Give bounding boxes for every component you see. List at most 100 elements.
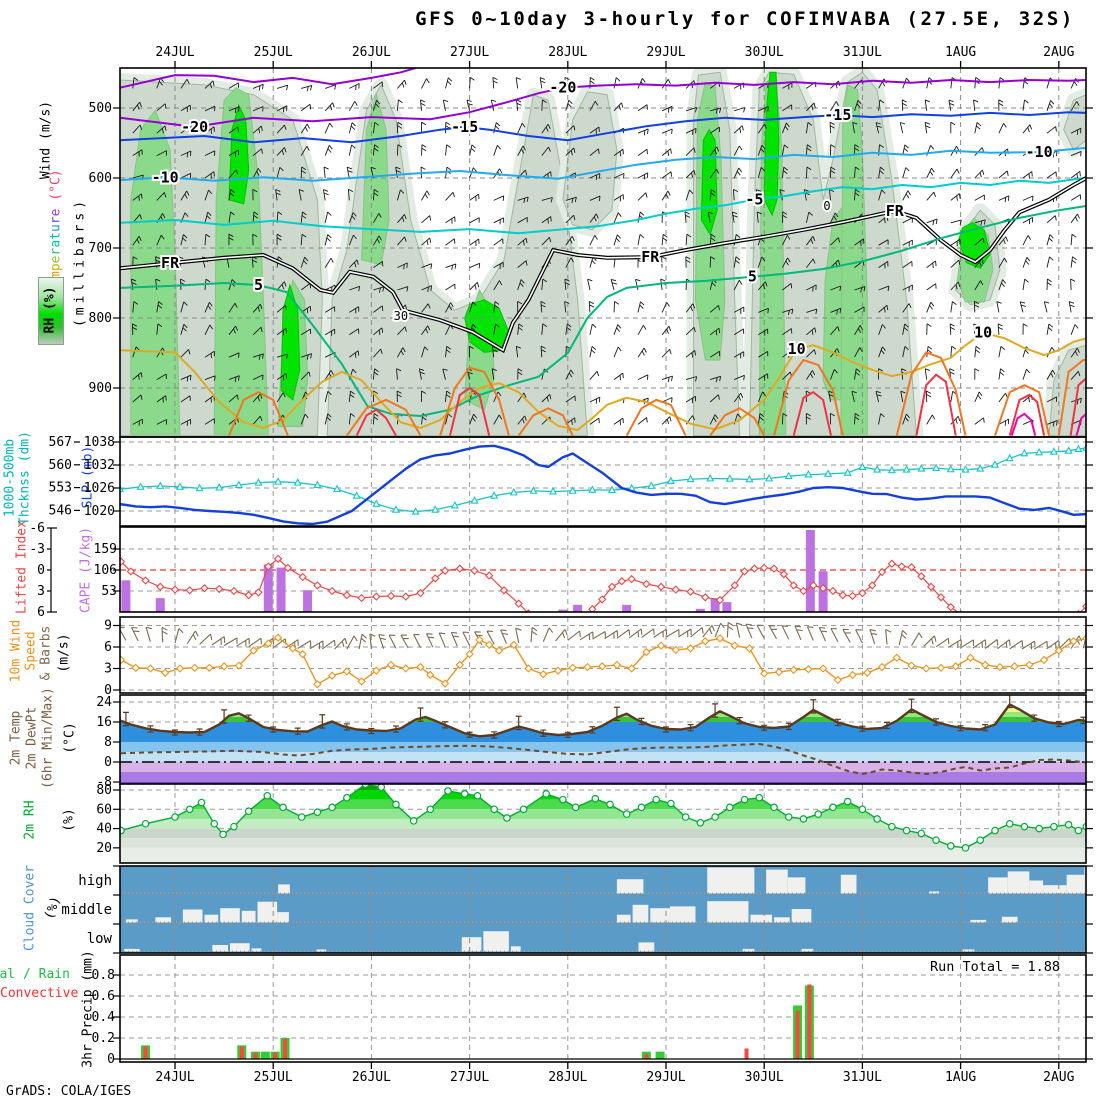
svg-text:-3: -3 xyxy=(29,542,45,557)
rh2m-ticklabels: 80 60 40 20 xyxy=(96,783,1093,856)
svg-text:1026: 1026 xyxy=(84,481,115,496)
svg-text:1038: 1038 xyxy=(84,435,115,450)
precip-ticklabels: 0.8 0.6 0.4 0.2 0 xyxy=(92,968,1093,1067)
svg-text:high: high xyxy=(78,873,112,889)
precip-total-label: Total / Rain xyxy=(0,967,70,982)
svg-text:10: 10 xyxy=(974,324,992,342)
svg-text:700: 700 xyxy=(89,241,112,256)
svg-text:low: low xyxy=(87,931,113,947)
svg-text:0: 0 xyxy=(823,199,830,213)
svg-text:2AUG: 2AUG xyxy=(1043,1070,1074,1085)
svg-text:80: 80 xyxy=(96,783,112,798)
svg-text:60: 60 xyxy=(96,802,112,817)
svg-text:16: 16 xyxy=(96,715,112,730)
svg-text:31JUL: 31JUL xyxy=(843,1070,882,1085)
svg-text:1020: 1020 xyxy=(84,504,115,519)
svg-text:0.4: 0.4 xyxy=(92,1010,116,1025)
svg-text:26JUL: 26JUL xyxy=(352,45,391,60)
svg-text:26JUL: 26JUL xyxy=(352,1070,391,1085)
lifted-index-line xyxy=(120,554,1086,612)
svg-text:-20: -20 xyxy=(549,79,576,97)
svg-text:FR: FR xyxy=(641,248,660,266)
svg-text:0.8: 0.8 xyxy=(92,968,115,983)
slp-panel xyxy=(120,437,1086,526)
svg-text:-10: -10 xyxy=(152,168,179,186)
svg-text:-10: -10 xyxy=(1026,143,1053,161)
wind10m-ticklabels: 9 6 3 0 xyxy=(104,618,1093,698)
svg-text:159: 159 xyxy=(94,542,117,557)
stability-panel xyxy=(120,527,1086,612)
svg-text:-15: -15 xyxy=(824,106,851,124)
svg-text:5: 5 xyxy=(254,276,263,294)
svg-text:30: 30 xyxy=(394,309,408,323)
svg-text:24JUL: 24JUL xyxy=(155,1070,194,1085)
grads-credit: GrADS: COLA/IGES xyxy=(6,1084,132,1099)
svg-text:546: 546 xyxy=(49,503,72,518)
slp-gridlines xyxy=(120,437,1086,526)
svg-text:-5: -5 xyxy=(745,191,763,209)
svg-text:25JUL: 25JUL xyxy=(254,1070,293,1085)
svg-text:2AUG: 2AUG xyxy=(1043,45,1074,60)
date-axes: 24JUL 24JUL 25JUL 25JUL 26JUL 26JUL 27JUL 27JUL… xyxy=(155,45,1074,1085)
pressure-ticks: 500 600 700 800 900 xyxy=(89,101,1093,396)
rh2m-panel xyxy=(120,784,1086,863)
svg-text:28JUL: 28JUL xyxy=(548,1070,587,1085)
svg-text:0: 0 xyxy=(37,563,45,578)
svg-text:0.6: 0.6 xyxy=(92,989,115,1004)
cloud-ticklabels: high middle low xyxy=(61,865,1093,954)
svg-text:3: 3 xyxy=(104,661,112,676)
svg-text:1032: 1032 xyxy=(84,458,115,473)
wind10m-panel xyxy=(120,617,1086,693)
chart-title: GFS 0~10day 3-hourly for COFIMVABA (27.5… xyxy=(415,8,1075,30)
precip-panel: Run Total = 1.88 xyxy=(120,955,1086,1062)
svg-text:-15: -15 xyxy=(451,118,478,136)
svg-text:0: 0 xyxy=(107,1052,115,1067)
svg-text:24JUL: 24JUL xyxy=(155,45,194,60)
precip-border xyxy=(119,954,1087,1063)
svg-text:29JUL: 29JUL xyxy=(646,1070,685,1085)
svg-text:20: 20 xyxy=(96,841,112,856)
pressure-panel: -20 -20 -15 -15 -10 -10 -5 FR FR FR 5 5 10 10 30 0 xyxy=(120,68,1086,437)
svg-text:10: 10 xyxy=(788,340,806,358)
rh2m-border xyxy=(119,783,1087,864)
svg-text:-20: -20 xyxy=(181,118,208,136)
svg-text:0: 0 xyxy=(104,683,112,698)
svg-text:0: 0 xyxy=(104,755,112,770)
precip-gridlines xyxy=(120,955,1086,1062)
svg-text:5: 5 xyxy=(748,268,757,286)
run-total-text: Run Total = 1.88 xyxy=(930,959,1060,975)
svg-text:6: 6 xyxy=(37,605,45,620)
svg-text:53: 53 xyxy=(101,584,117,599)
cloud-border xyxy=(119,865,1087,954)
svg-text:567: 567 xyxy=(49,435,72,450)
svg-text:FR: FR xyxy=(886,202,905,220)
svg-text:31JUL: 31JUL xyxy=(843,45,882,60)
svg-text:24: 24 xyxy=(96,695,112,710)
svg-text:800: 800 xyxy=(89,311,112,326)
svg-text:middle: middle xyxy=(61,902,112,918)
cloud-panel xyxy=(120,866,1086,953)
temp2m-ticklabels: 24 16 8 0 -8 xyxy=(96,695,1093,790)
rh-colorbar-swatch xyxy=(38,277,64,345)
svg-text:900: 900 xyxy=(89,381,112,396)
cloud-gridlines xyxy=(120,866,1086,953)
svg-text:8: 8 xyxy=(104,735,112,750)
svg-text:1AUG: 1AUG xyxy=(945,45,976,60)
wind-barbs-10m xyxy=(120,621,1086,650)
svg-text:27JUL: 27JUL xyxy=(450,1070,489,1085)
svg-text:30JUL: 30JUL xyxy=(745,45,784,60)
svg-text:-6: -6 xyxy=(29,521,45,536)
svg-text:560: 560 xyxy=(49,458,72,473)
svg-text:1AUG: 1AUG xyxy=(945,1070,976,1085)
wind10m-gridlines xyxy=(120,617,1086,693)
svg-text:553: 553 xyxy=(49,481,72,496)
wind10m-border xyxy=(119,616,1087,694)
precip-convective-label: Convective xyxy=(0,986,79,1001)
svg-text:106: 106 xyxy=(94,563,117,578)
svg-text:28JUL: 28JUL xyxy=(548,45,587,60)
svg-text:40: 40 xyxy=(96,822,112,837)
temp2m-panel xyxy=(120,695,1086,784)
svg-text:9: 9 xyxy=(104,618,112,633)
